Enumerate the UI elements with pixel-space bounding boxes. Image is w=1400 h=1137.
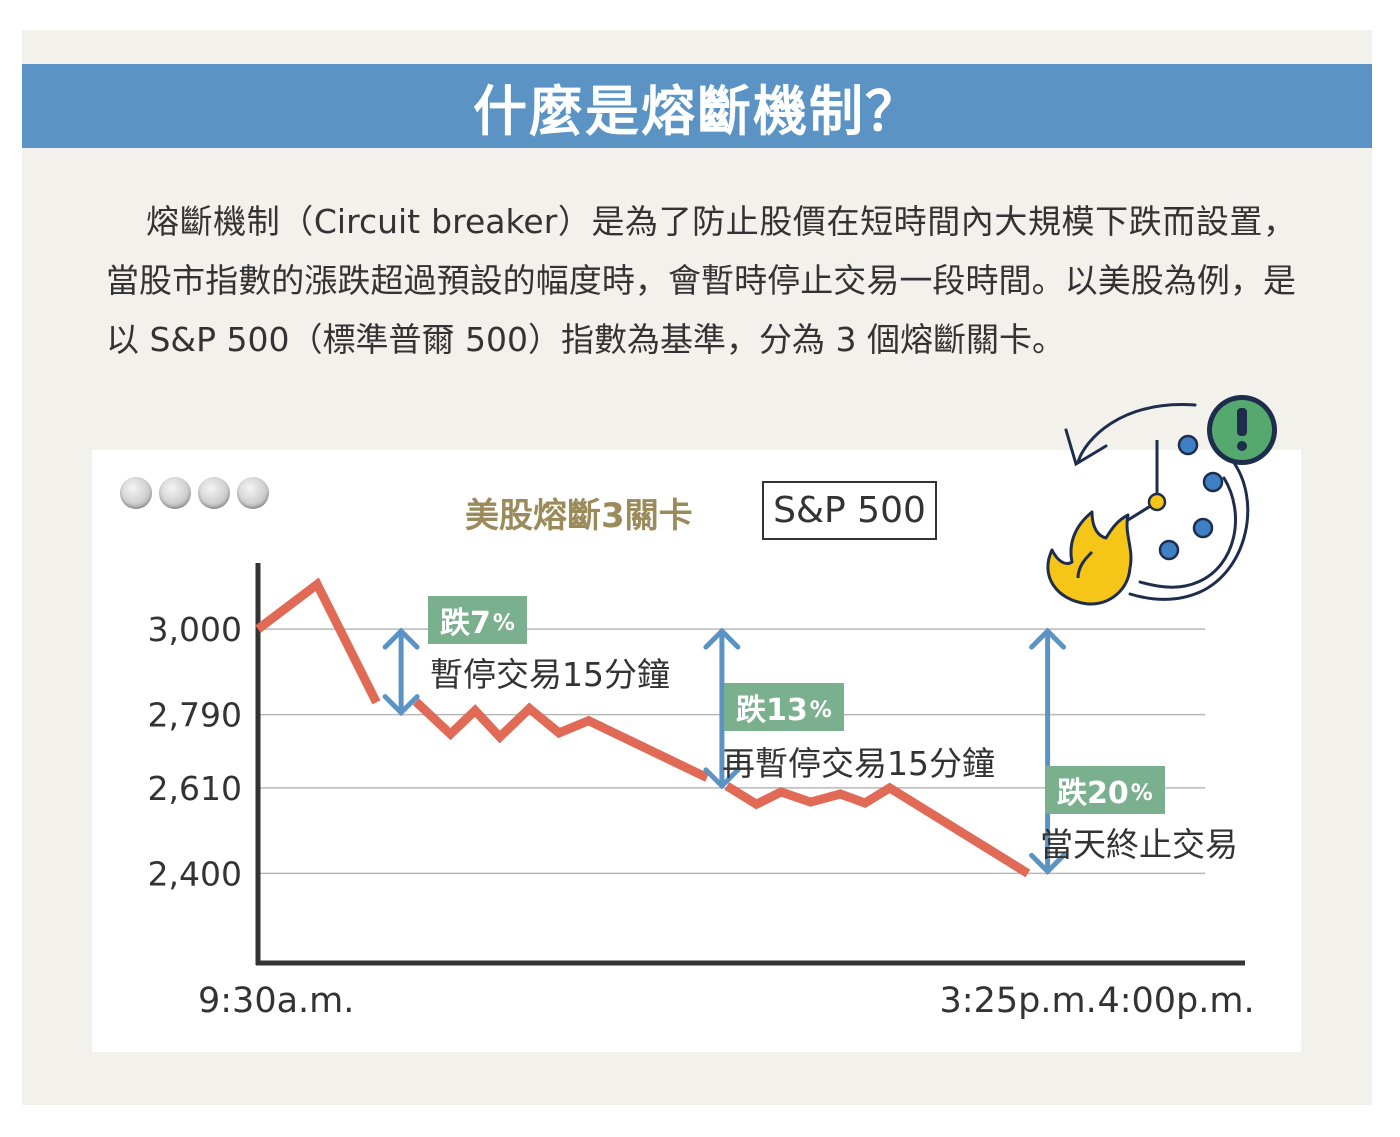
drop-badge-unit: % bbox=[809, 697, 832, 723]
y-tick-label: 2,610 bbox=[148, 769, 242, 808]
series-segment bbox=[724, 782, 1031, 878]
index-label-box: S&P 500 bbox=[762, 481, 937, 540]
x-tick-label: 3:25p.m. bbox=[940, 981, 1097, 1021]
chart-title: 美股熔斷3關卡 bbox=[465, 496, 693, 536]
drop-arrow bbox=[382, 627, 420, 717]
x-tick-label: 9:30a.m. bbox=[198, 981, 354, 1021]
drop-arrow bbox=[1029, 627, 1067, 875]
drop-badge-value: 跌7 bbox=[440, 606, 491, 641]
window-dot bbox=[120, 477, 152, 509]
illustration bbox=[1046, 395, 1277, 606]
y-tick-label: 2,400 bbox=[148, 854, 242, 893]
y-tick-labels: 3,000 2,790 2,610 2,400 bbox=[148, 610, 242, 893]
clock-icon bbox=[1127, 434, 1224, 561]
cycle-arrow-icon bbox=[1064, 403, 1250, 601]
drop-action-text: 暫停交易15分鐘 bbox=[430, 655, 670, 694]
drop-action-text: 當天終止交易 bbox=[1040, 825, 1238, 864]
drop-action-text: 再暫停交易15分鐘 bbox=[722, 744, 995, 783]
drop-badge-unit: % bbox=[492, 610, 515, 636]
drop-badge-value: 跌20 bbox=[1057, 776, 1129, 811]
warning-icon bbox=[1207, 395, 1277, 465]
window-dots bbox=[120, 477, 269, 509]
fire-icon bbox=[1046, 510, 1133, 606]
x-tick-label: 4:00p.m. bbox=[1097, 981, 1254, 1021]
page-title: 什麼是熔斷機制？ bbox=[22, 64, 1372, 148]
x-tick-labels: 9:30a.m. 3:25p.m. 4:00p.m. bbox=[198, 981, 1255, 1021]
window-dot bbox=[159, 477, 191, 509]
series-line bbox=[255, 577, 1031, 878]
drop-badge-value: 跌13 bbox=[736, 693, 808, 728]
drop-badge: 跌7% bbox=[428, 596, 527, 644]
drop-arrows bbox=[382, 627, 1067, 875]
drop-badge: 跌20% bbox=[1045, 766, 1165, 814]
series-segment bbox=[412, 698, 710, 782]
drop-badge-unit: % bbox=[1130, 780, 1153, 806]
drop-arrow bbox=[703, 627, 741, 790]
axes bbox=[255, 563, 1245, 966]
intro-paragraph: 熔斷機制（Circuit breaker）是為了防止股價在短時間內大規模下跌而設… bbox=[106, 202, 1296, 359]
drop-badge: 跌13% bbox=[724, 683, 844, 731]
y-tick-label: 3,000 bbox=[148, 610, 242, 649]
y-tick-label: 2,790 bbox=[148, 696, 242, 735]
series-segment bbox=[255, 577, 381, 705]
window-dot bbox=[198, 477, 230, 509]
window-dot bbox=[237, 477, 269, 509]
